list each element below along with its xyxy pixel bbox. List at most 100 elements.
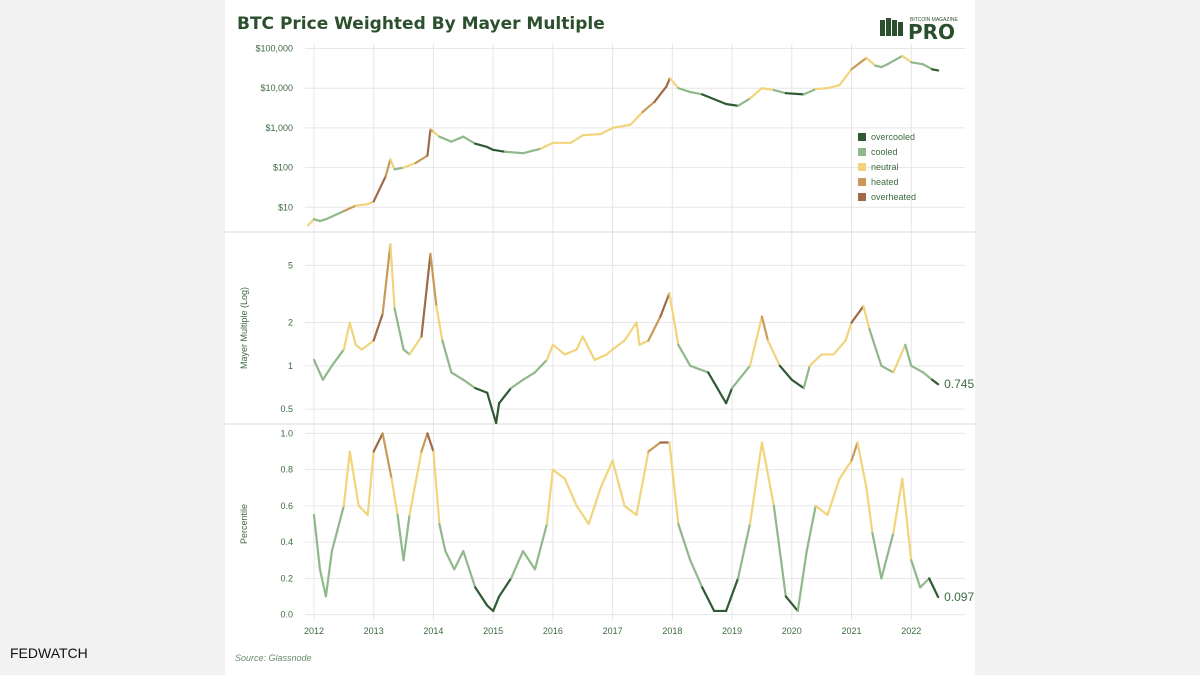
y-tick-label: 0.4 xyxy=(280,537,293,547)
series-segment xyxy=(901,54,913,64)
series-segment xyxy=(551,468,566,480)
series-segment xyxy=(880,364,895,374)
series-segment xyxy=(701,586,716,613)
series-segment xyxy=(611,459,626,507)
series-segment xyxy=(856,441,868,489)
series-segment xyxy=(802,87,817,96)
x-tick-label: 2020 xyxy=(782,626,802,636)
series-segment xyxy=(393,307,405,351)
series-segment xyxy=(462,378,477,390)
y-tick-label: $1,000 xyxy=(265,123,293,133)
series-segment xyxy=(760,315,769,342)
series-segment xyxy=(730,364,752,390)
series-segment xyxy=(880,531,895,580)
series-segment xyxy=(784,595,799,613)
y-tick-label: 0.2 xyxy=(280,573,293,583)
series-segment xyxy=(599,126,614,136)
chart-svg: $10 $100 $1,000 $10,000 $100,000 overcooled co… xyxy=(225,44,975,636)
series-segment xyxy=(426,128,432,157)
y-tick-label: 0.5 xyxy=(280,404,293,414)
series-segment xyxy=(372,175,387,203)
series-segment xyxy=(910,364,925,374)
series-segment xyxy=(435,305,444,342)
series-segment xyxy=(665,76,672,88)
series-segment xyxy=(432,450,441,526)
series-segment xyxy=(901,477,913,562)
series-segment xyxy=(802,364,811,390)
chart-title: BTC Price Weighted By Mayer Multiple xyxy=(237,14,605,34)
series-segment xyxy=(772,504,787,598)
series-segment xyxy=(904,343,913,367)
x-tick-label: 2018 xyxy=(662,626,682,636)
series-segment xyxy=(826,83,841,90)
series-segment xyxy=(366,450,375,517)
legend-swatch-neutral xyxy=(858,163,866,171)
series-segment xyxy=(306,218,316,227)
series-segment xyxy=(922,371,934,381)
series-segment xyxy=(521,371,537,381)
series-segment xyxy=(429,252,438,308)
series-segment xyxy=(871,531,883,580)
series-segment xyxy=(748,441,764,526)
series-segment xyxy=(521,550,537,571)
series-segment xyxy=(393,166,405,171)
legend-swatch-overheated xyxy=(858,193,866,201)
series-segment xyxy=(575,335,584,351)
x-tick-label: 2015 xyxy=(483,626,503,636)
series-segment xyxy=(453,550,465,571)
series-segment xyxy=(623,504,638,517)
series-segment xyxy=(509,550,525,580)
series-segment xyxy=(360,339,375,351)
series-segment xyxy=(605,348,614,356)
last-value-label: 0.745 xyxy=(944,377,974,391)
series-segment xyxy=(396,513,405,562)
series-segment xyxy=(653,85,668,104)
series-segment xyxy=(372,312,384,342)
series-segment xyxy=(420,432,429,453)
logo-main-text: PRO xyxy=(908,20,955,42)
series-segment xyxy=(389,158,396,171)
series-segment xyxy=(372,432,384,453)
series-segment xyxy=(724,102,740,107)
y-tick-label: 0.0 xyxy=(280,610,293,620)
series-segment xyxy=(826,477,841,517)
series-segment xyxy=(321,364,333,381)
series-segment xyxy=(414,154,429,165)
series-segment xyxy=(474,387,489,394)
series-segment xyxy=(862,305,871,331)
series-segment xyxy=(438,522,447,553)
logo-top-text: BITCOIN MAGAZINE xyxy=(910,17,958,23)
legend-swatch-cooled xyxy=(858,148,866,156)
y-tick-label: 2 xyxy=(288,318,293,328)
x-tick-label: 2013 xyxy=(364,626,384,636)
series-segment xyxy=(647,441,662,453)
y-tick-label: $10 xyxy=(278,202,293,212)
series-segment xyxy=(563,477,578,507)
series-segment xyxy=(689,364,710,374)
series-segment xyxy=(599,459,614,489)
series-segment xyxy=(581,132,602,137)
series-segment xyxy=(587,486,602,526)
series-segment xyxy=(623,321,638,342)
series-segment xyxy=(581,335,596,361)
series-segment xyxy=(330,504,345,553)
series-segment xyxy=(790,378,805,390)
legend-label-neutral: neutral xyxy=(871,162,899,172)
series-segment xyxy=(886,54,904,66)
series-segment xyxy=(503,150,525,155)
series-segment xyxy=(910,559,922,589)
series-segment xyxy=(724,577,740,613)
series-segment xyxy=(814,504,829,517)
legend-swatch-heated xyxy=(858,178,866,186)
series-segment xyxy=(312,358,325,381)
series-segment xyxy=(832,339,847,356)
series-segment xyxy=(438,135,453,143)
series-segment xyxy=(748,87,764,100)
y-tick-label: $100 xyxy=(273,163,293,173)
series-segment xyxy=(931,68,940,72)
series-segment xyxy=(593,353,608,361)
series-segment xyxy=(668,76,680,90)
x-tick-label: 2016 xyxy=(543,626,563,636)
x-tick-label: 2017 xyxy=(603,626,623,636)
series-segment xyxy=(348,450,360,507)
